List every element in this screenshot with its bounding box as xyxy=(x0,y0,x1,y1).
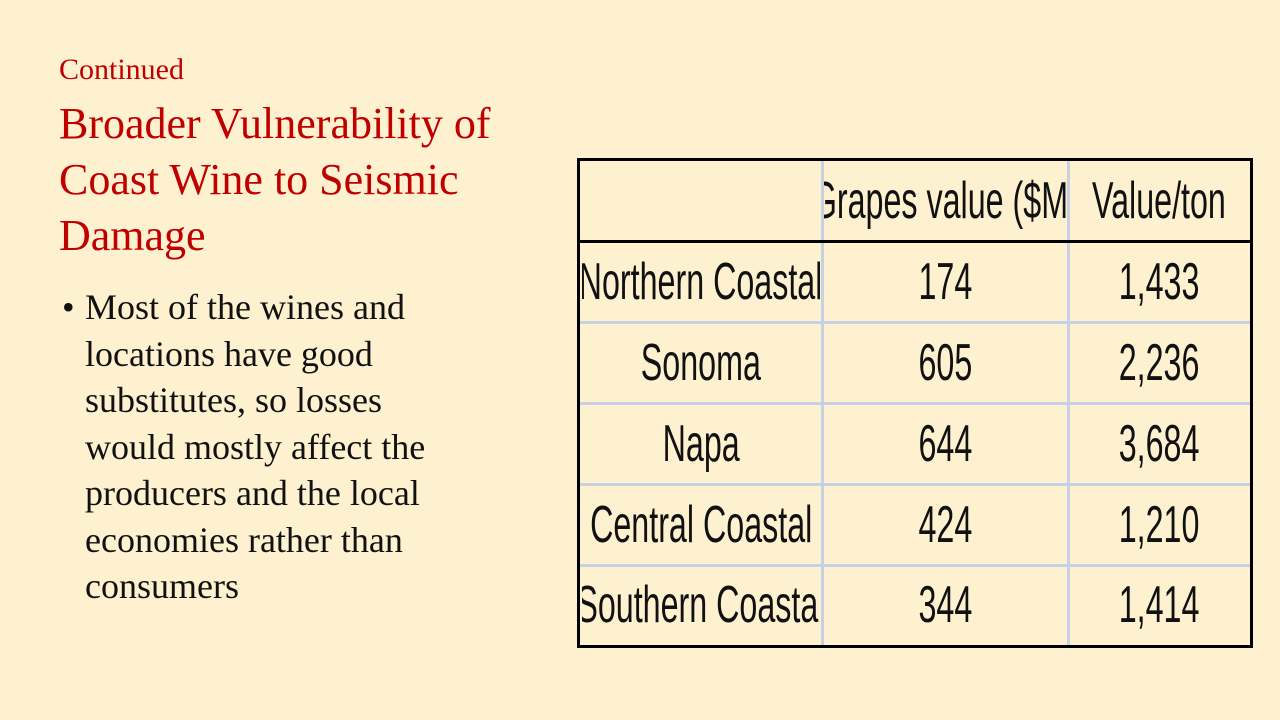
bullet-line: would mostly affect the xyxy=(85,426,426,467)
table-cell-text: 1,210 xyxy=(1118,495,1200,554)
table-cell: Central Coastal xyxy=(582,486,820,563)
bullet-line: consumers xyxy=(85,566,239,606)
table: Grapes value ($M) Value/ton Northern Coast… xyxy=(577,158,1253,648)
header-cell: Value/ton xyxy=(1070,163,1248,239)
table-cell: 424 xyxy=(824,486,1066,563)
row-line xyxy=(580,402,1250,405)
bullet-line: locations have good xyxy=(85,333,373,374)
table-cell: Southern Coastal xyxy=(582,567,820,643)
header-cell-text: Grapes value ($M) xyxy=(824,172,1066,230)
table-cell: 3,684 xyxy=(1070,405,1248,482)
table-cell-text: Sonoma xyxy=(640,333,762,392)
table-cell-text: 344 xyxy=(918,576,972,634)
table-cell: 605 xyxy=(824,324,1066,401)
bullet-line: economies rather than xyxy=(85,519,403,560)
table-cell-text: 2,236 xyxy=(1118,333,1200,392)
title-line: Broader Vulnerability of xyxy=(59,99,491,148)
table-cell-text: Napa xyxy=(662,414,740,473)
table-cell: Northern Coastal xyxy=(582,243,820,320)
table-cell-text: 644 xyxy=(918,414,972,473)
table-cell-text: Central Coastal xyxy=(589,495,813,554)
table-cell: 1,433 xyxy=(1070,243,1248,320)
table-cell-text: Southern Coastal xyxy=(582,576,820,634)
subtitle: Continued xyxy=(59,53,184,86)
table-cell: 1,210 xyxy=(1070,486,1248,563)
bullet-line: substitutes, so losses xyxy=(85,380,383,420)
table-cell-text: 3,684 xyxy=(1118,414,1200,473)
header-cell: Grapes value ($M) xyxy=(824,163,1066,239)
table-cell: 344 xyxy=(824,567,1066,643)
table-cell: 174 xyxy=(824,243,1066,320)
title: Broader Vulnerability of Coast Wine to Se… xyxy=(59,96,491,264)
bullet-line: producers and the local xyxy=(85,473,420,513)
header-cell-text: Value/ton xyxy=(1092,172,1226,230)
table-cell: 1,414 xyxy=(1070,567,1248,643)
bullet-line: Most of the wines and xyxy=(85,287,405,327)
table-cell-text: 605 xyxy=(918,333,972,392)
table-cell: Sonoma xyxy=(582,324,820,401)
row-line xyxy=(580,483,1250,486)
row-line xyxy=(580,564,1250,567)
table-cell-text: 1,433 xyxy=(1118,252,1200,311)
header-rule xyxy=(580,240,1250,243)
table-cell: 2,236 xyxy=(1070,324,1248,401)
table-cell-text: 174 xyxy=(918,252,972,311)
title-line: Damage xyxy=(59,211,206,260)
table-cell-text: 424 xyxy=(918,495,972,554)
table-cell-text: Northern Coastal xyxy=(582,252,820,311)
table-cell-text: 1,414 xyxy=(1118,576,1200,634)
table-cell: Napa xyxy=(582,405,820,482)
row-line xyxy=(580,321,1250,324)
table-cell: 644 xyxy=(824,405,1066,482)
bullet-dot: • xyxy=(62,287,75,327)
title-line: Coast Wine to Seismic xyxy=(59,155,459,204)
bullet-text: Most of the wines and locations have good… xyxy=(85,284,425,610)
